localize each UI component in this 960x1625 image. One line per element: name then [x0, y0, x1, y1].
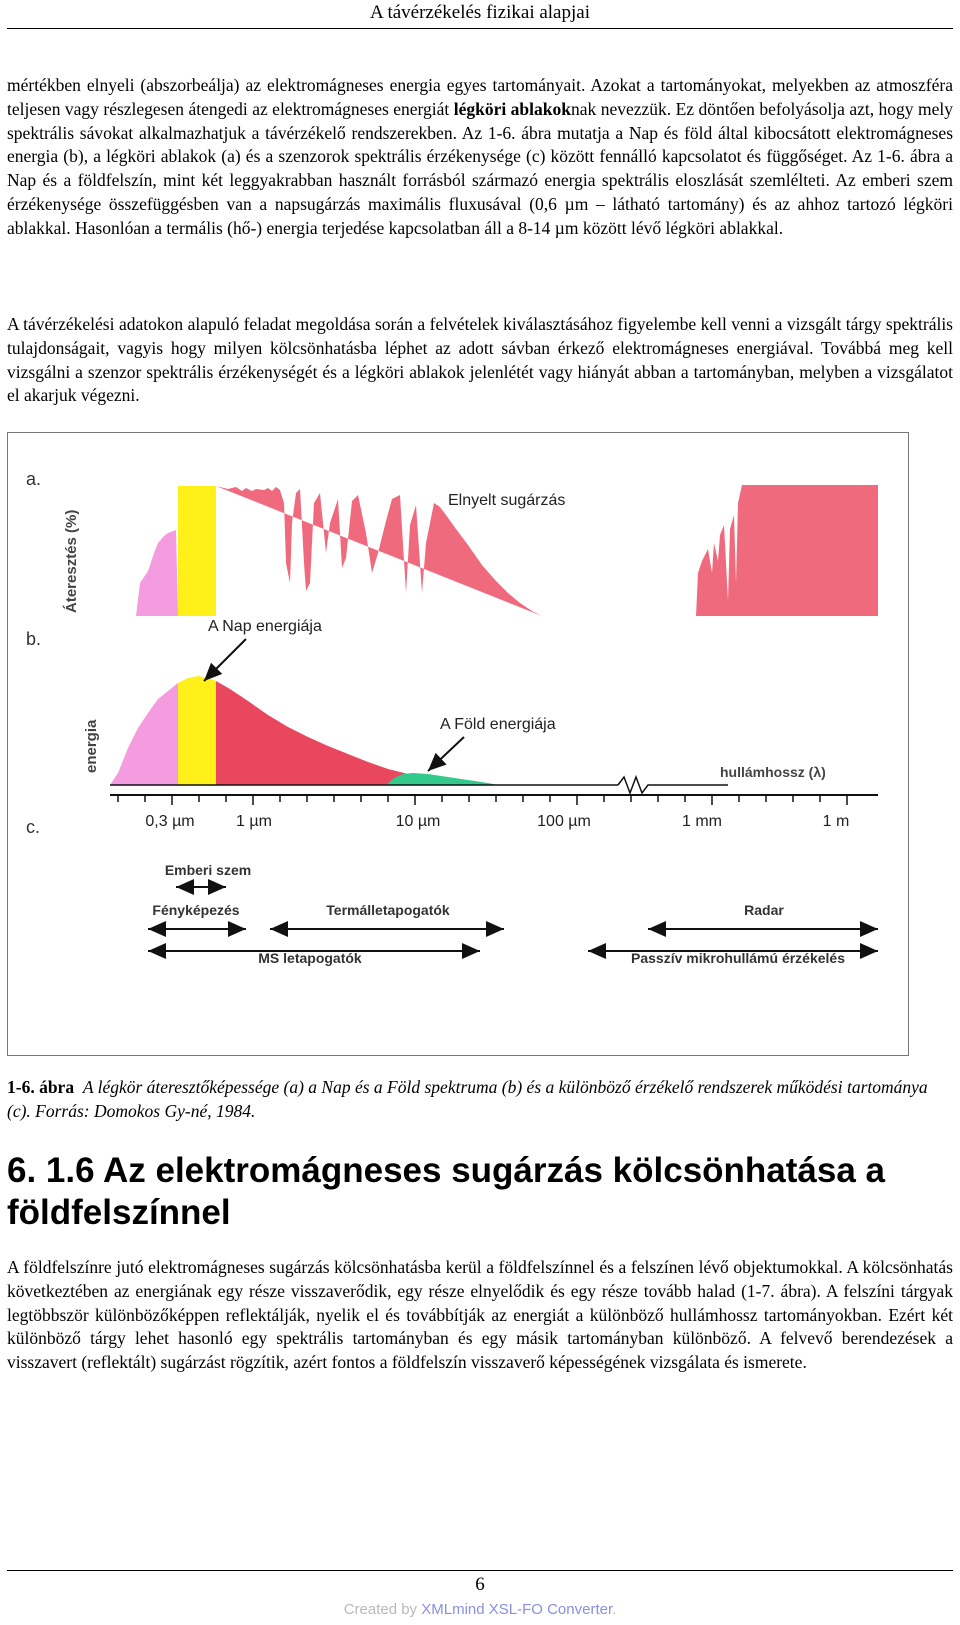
photography-label: Fényképezés: [152, 902, 239, 918]
uv-energy-area: [110, 683, 178, 785]
sensor-ranges: Emberi szem Fényképezés Termálletapogató…: [148, 862, 878, 966]
break-mark: [617, 774, 728, 796]
tick-label-1m: 1 m: [823, 813, 850, 830]
paragraph-atmospheric-windows: mértékben elnyeli (abszorbeálja) az elek…: [7, 74, 953, 241]
uv-transmission-band: [136, 530, 178, 616]
tick-label-100um: 100 µm: [537, 813, 591, 830]
thermal-scanner-label: Termálletapogatók: [326, 902, 450, 918]
tick-label-1um: 1 µm: [236, 813, 272, 830]
running-header: A távérzékelés fizikai alapjai: [370, 2, 590, 23]
generator-credit: Created by XMLmind XSL-FO Converter.: [0, 1600, 960, 1620]
human-eye-label: Emberi szem: [165, 862, 251, 878]
paragraph-text: mértékben elnyeli (abszorbeálja) az elek…: [7, 75, 953, 119]
credit-brand-link[interactable]: XMLmind XSL-FO Converter: [421, 1601, 613, 1618]
paragraph-surface-interaction: A földfelszínre jutó elektromágneses sug…: [7, 1257, 953, 1373]
absorbed-radiation-label: Elnyelt sugárzás: [448, 492, 565, 509]
caption-label: 1-6. ábra: [7, 1077, 75, 1097]
header-rule: [7, 28, 953, 29]
figure-caption: 1-6. ábra A légkör áteresztőképessége (a…: [7, 1075, 953, 1123]
section-title: 6. 1.6 Az elektromágneses sugárzás kölcs…: [7, 1151, 886, 1232]
sun-energy-label: A Nap energiája: [208, 618, 322, 635]
earth-energy-label: A Föld energiája: [440, 716, 556, 733]
ms-scanner-label: MS letapogatók: [258, 950, 362, 966]
radar-label: Radar: [744, 902, 784, 918]
credit-prefix: Created by: [343, 1601, 422, 1618]
panel-b-label: b.: [26, 629, 41, 649]
energy-panel: A Nap energiája A Föld energiája hullámh…: [110, 618, 826, 796]
panel-a-label: a.: [26, 469, 41, 489]
absorbed-radiation-area: [216, 486, 542, 616]
figure-spectrum: a. b. c. Áteresztés (%) energia Elnyelt …: [7, 432, 909, 1056]
spectrum-diagram: a. b. c. Áteresztés (%) energia Elnyelt …: [26, 469, 878, 966]
paragraph-data-selection: A távérzékelési adatokon alapuló feladat…: [7, 314, 953, 406]
footer-rule: [7, 1570, 953, 1571]
page-number: 6: [475, 1574, 485, 1595]
sun-energy-arrow: [203, 638, 247, 682]
wavelength-axis: 0,3 µm 1 µm 10 µm 100 µm 1 mm 1 m: [110, 794, 878, 830]
energy-axis-label: energia: [83, 719, 100, 773]
earth-energy-curve: [386, 773, 498, 785]
panel-c-label: c.: [26, 817, 40, 837]
bold-term: légköri ablakok: [453, 98, 571, 119]
earth-energy-arrow: [427, 736, 465, 772]
transmission-axis-label: Áteresztés (%): [63, 510, 80, 613]
absorbed-radiation-area-far: [696, 485, 878, 616]
absorption-panel: Elnyelt sugárzás: [136, 485, 878, 616]
wavelength-label: hullámhossz (λ): [720, 764, 826, 780]
caption-text: A légkör áteresztőképessége (a) a Nap és…: [7, 1077, 928, 1121]
credit-suffix: .: [612, 1601, 617, 1618]
visible-energy-area: [178, 676, 216, 785]
paragraph-text: nak nevezzük. Ez döntően befolyásolja az…: [7, 98, 953, 238]
tick-label-10um: 10 µm: [396, 813, 441, 830]
tick-label-1mm: 1 mm: [682, 813, 722, 830]
visible-band: [178, 486, 216, 616]
passive-microwave-label: Passzív mikrohullámú érzékelés: [631, 950, 845, 966]
tick-label-0-3um: 0,3 µm: [145, 813, 194, 830]
sun-energy-curve: [216, 681, 488, 785]
